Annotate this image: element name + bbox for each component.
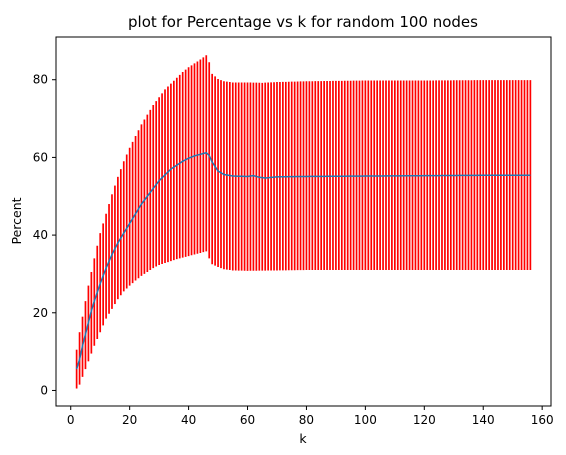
y-tick-label: 60 [33, 150, 48, 164]
plot-frame [55, 36, 552, 407]
mean-line-layer [75, 151, 531, 370]
x-tick-label: 100 [354, 413, 377, 427]
mean-line [75, 151, 531, 370]
x-tick-label: 40 [181, 413, 196, 427]
x-tick-label: 0 [67, 413, 75, 427]
y-tick-label: 20 [33, 306, 48, 320]
x-tick-label: 20 [122, 413, 137, 427]
x-axis-ticks: 0 20 40 60 80 100 120 140 160 [67, 406, 554, 427]
y-axis-label: Percent [9, 197, 24, 244]
y-tick-label: 80 [33, 73, 48, 87]
y-tick-label: 0 [40, 383, 48, 397]
y-tick-label: 40 [33, 228, 48, 242]
chart-title: plot for Percentage vs k for random 100 … [128, 13, 478, 31]
y-axis-ticks: 0 20 40 60 80 [33, 73, 56, 397]
x-tick-label: 80 [299, 413, 314, 427]
x-tick-label: 120 [413, 413, 436, 427]
x-tick-label: 160 [531, 413, 554, 427]
error-bars [75, 55, 532, 389]
x-tick-label: 140 [472, 413, 495, 427]
x-axis-label: k [299, 431, 307, 446]
x-tick-label: 60 [240, 413, 255, 427]
